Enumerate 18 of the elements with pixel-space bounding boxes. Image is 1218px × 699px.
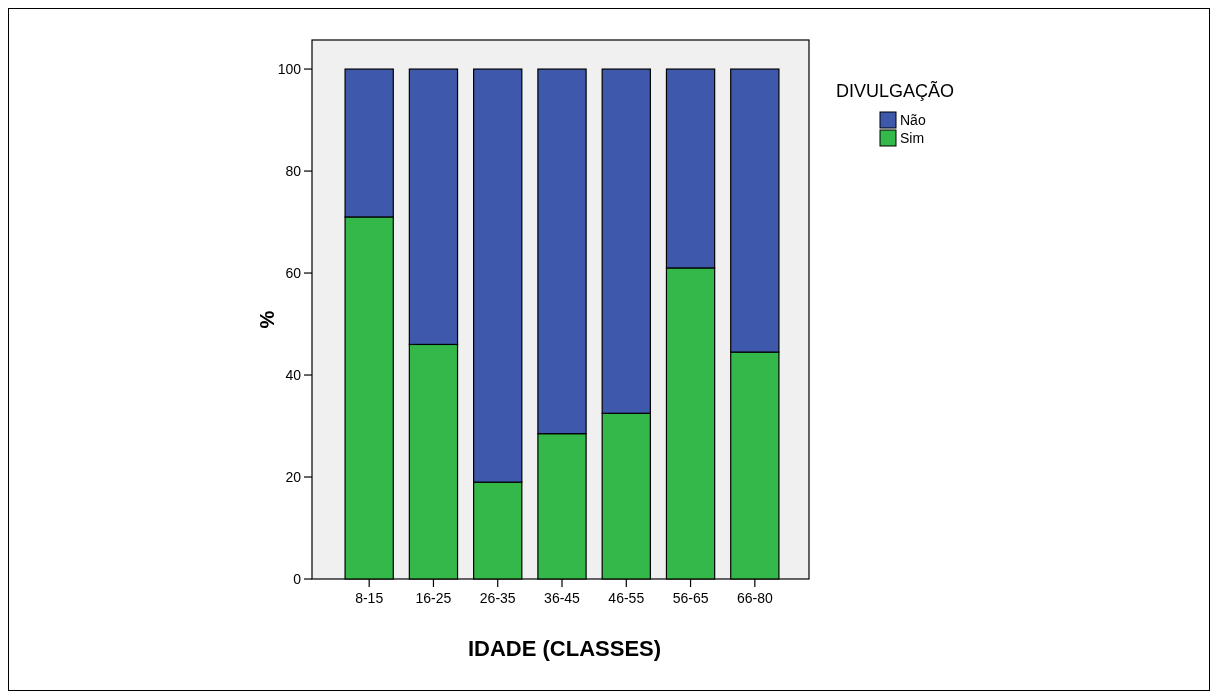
x-tick-label: 66-80: [736, 590, 773, 606]
y-tick-label: 40: [285, 366, 302, 383]
x-tick-label: 16-25: [415, 590, 452, 606]
x-tick-label: 26-35: [479, 590, 516, 606]
y-tick-label: 100: [277, 60, 302, 77]
legend-title: DIVULGAÇÃO: [836, 80, 955, 101]
x-tick-label: 36-45: [544, 590, 581, 606]
y-axis-title: %: [256, 310, 278, 329]
x-axis-title: IDADE (CLASSES): [467, 636, 662, 661]
legend-label: Não: [900, 111, 926, 128]
y-tick-label: 60: [285, 264, 302, 281]
x-tick-label: 46-55: [608, 590, 645, 606]
x-tick-label: 8-15: [355, 590, 384, 606]
y-tick-label: 0: [293, 570, 302, 587]
x-tick-label: 56-65: [672, 590, 709, 606]
y-tick-label: 20: [285, 468, 302, 485]
y-tick-label: 80: [285, 162, 302, 179]
legend-label: Sim: [900, 129, 925, 146]
